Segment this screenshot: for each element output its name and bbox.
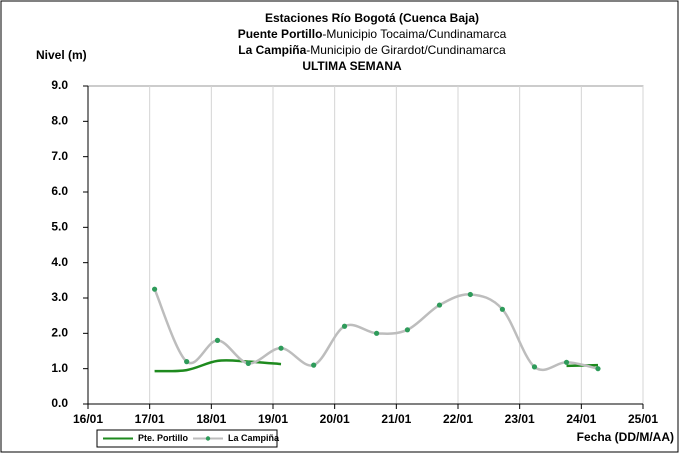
x-tick-label: 22/01 (443, 412, 473, 426)
data-point (341, 323, 348, 329)
y-tick-label: 9.0 (51, 78, 68, 92)
x-tick-label: 24/01 (566, 412, 596, 426)
subtitle: La Campiña-Municipio de Girardot/Cundina… (238, 43, 506, 57)
station: La Campiña (238, 43, 306, 57)
y-tick-label: 5.0 (51, 220, 68, 234)
data-point (404, 327, 411, 333)
x-axis-label: Fecha (DD/M/AA) (577, 430, 674, 444)
x-tick-label: 25/01 (628, 412, 658, 426)
x-tick-label: 19/01 (258, 412, 288, 426)
data-point (311, 362, 317, 368)
x-tick-label: 23/01 (505, 412, 535, 426)
data-point (436, 302, 443, 308)
legend: Pte. Portillo La Campiña (96, 429, 280, 448)
x-tick-label: 21/01 (381, 412, 411, 426)
data-point (152, 286, 158, 292)
data-point (184, 359, 190, 365)
series-line (154, 359, 282, 373)
legend-label: Pte. Portillo (138, 433, 189, 443)
data-point (467, 291, 473, 298)
station: Puente Portillo (238, 27, 323, 41)
data-point (374, 330, 380, 336)
chart-title: Estaciones Río Bogotá (Cuenca Baja) (265, 11, 479, 25)
data-point (278, 345, 284, 351)
y-tick-label: 4.0 (51, 255, 68, 269)
subtitle: Puente Portillo-Municipio Tocaima/Cundin… (238, 27, 507, 41)
y-tick-label: 3.0 (51, 290, 68, 304)
place: -Municipio de Girardot/Cundinamarca (306, 43, 506, 57)
y-tick-label: 7.0 (51, 149, 68, 163)
data-point (245, 360, 251, 366)
data-point (595, 366, 601, 372)
y-tick-label: 6.0 (51, 184, 68, 198)
x-tick-label: 18/01 (196, 412, 226, 426)
y-tick-label: 8.0 (51, 114, 68, 128)
data-point (563, 359, 570, 365)
legend-marker (205, 436, 211, 441)
data-point (214, 337, 221, 343)
y-axis-label: Nivel (m) (36, 48, 87, 62)
legend-label: La Campiña (228, 433, 280, 443)
x-tick-label: 17/01 (135, 412, 165, 426)
y-tick-label: 0.0 (51, 396, 68, 410)
y-tick-label: 1.0 (51, 361, 68, 375)
place: -Municipio Tocaima/Cundinamarca (322, 27, 506, 41)
x-tick-label: 16/01 (73, 412, 103, 426)
data-point (499, 306, 505, 312)
legend-box (96, 429, 278, 448)
y-tick-label: 2.0 (51, 326, 68, 340)
x-tick-label: 20/01 (320, 412, 350, 426)
data-point (531, 364, 538, 370)
period: ULTIMA SEMANA (302, 59, 402, 73)
